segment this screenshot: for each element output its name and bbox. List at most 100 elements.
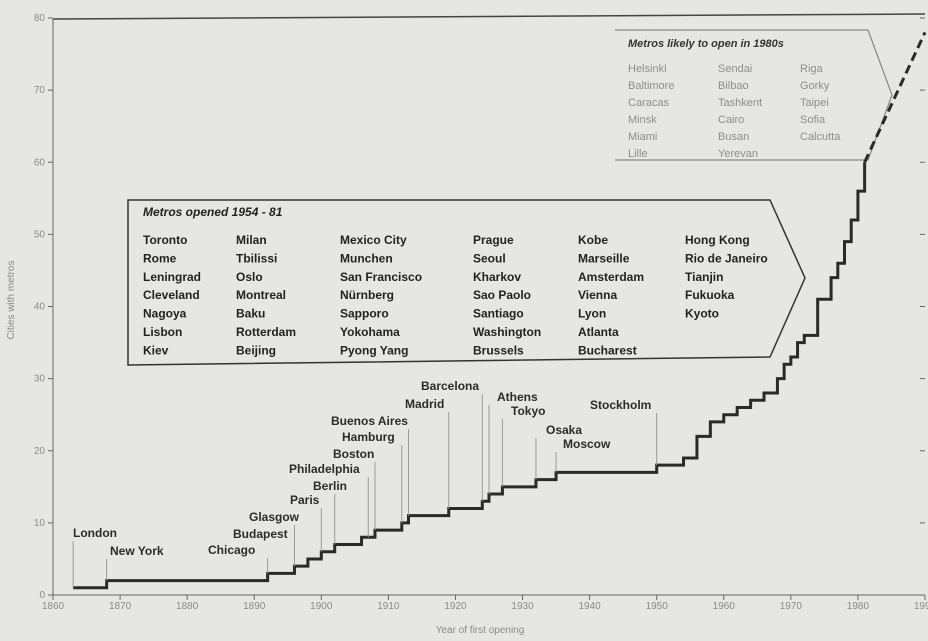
annotation-label: Tokyo	[511, 404, 545, 418]
city-name: Miami	[628, 131, 657, 143]
x-tick-label: 1940	[578, 601, 601, 612]
x-tick-label: 1980	[847, 601, 870, 612]
city-name: Yerevan	[718, 148, 758, 160]
city-name: San Francisco	[340, 270, 422, 284]
y-tick-label: 70	[34, 85, 46, 96]
annotation-label: Osaka	[546, 423, 582, 437]
city-name: Lille	[628, 148, 648, 160]
x-tick-label: 1870	[109, 601, 132, 612]
city-name: Sofia	[800, 114, 826, 126]
city-name: Riga	[800, 63, 824, 75]
city-name: Baku	[236, 307, 265, 321]
city-name: Nürnberg	[340, 288, 394, 302]
city-name: Baltimore	[628, 80, 674, 92]
city-name: Lyon	[578, 307, 606, 321]
likely-box-title: Metros likely to open in 1980s	[628, 38, 784, 50]
annotation-label: New York	[110, 544, 164, 558]
annotation-label: Hamburg	[342, 430, 395, 444]
city-name: Sao Paolo	[473, 288, 531, 302]
city-name: Munchen	[340, 251, 393, 265]
series-line	[863, 31, 927, 163]
city-name: Brussels	[473, 343, 524, 357]
city-name: Bilbao	[718, 80, 749, 92]
city-name: Pyong Yang	[340, 343, 408, 357]
city-name: Minsk	[628, 114, 657, 126]
city-name: Busan	[718, 131, 749, 143]
x-tick-label: 1860	[42, 601, 65, 612]
city-name: Rome	[143, 251, 177, 265]
city-name: Gorky	[800, 80, 830, 92]
city-name: Tbilissi	[236, 251, 277, 265]
annotation-label: Chicago	[208, 543, 255, 557]
annotation-label: Barcelona	[421, 379, 479, 393]
x-tick-label: 1930	[511, 601, 534, 612]
x-tick-label: 1880	[176, 601, 199, 612]
city-name: Sapporo	[340, 307, 389, 321]
city-name: Caracas	[628, 97, 669, 109]
x-tick-label: 1950	[646, 601, 669, 612]
city-name: Helsinki	[628, 63, 667, 75]
annotation-label: Philadelphia	[289, 462, 360, 476]
annotation-label: Buenos Aires	[331, 414, 408, 428]
annotation-label: Paris	[290, 493, 320, 507]
city-name: Kharkov	[473, 270, 521, 284]
city-name: Calcutta	[800, 131, 841, 143]
x-tick-label: 1890	[243, 601, 266, 612]
city-name: Cleveland	[143, 288, 200, 302]
annotation-label: Athens	[497, 390, 538, 404]
city-name: Santiago	[473, 307, 524, 321]
annotation-label: Glasgow	[249, 510, 300, 524]
city-name: Leningrad	[143, 270, 201, 284]
x-tick-label: 1900	[310, 601, 333, 612]
opened-box-title: Metros opened 1954 - 81	[143, 205, 283, 219]
x-tick-label: 1960	[713, 601, 736, 612]
likely-box	[615, 29, 893, 161]
city-name: Hong Kong	[685, 233, 750, 247]
city-name: Rio de Janeiro	[685, 251, 768, 265]
city-name: Lisbon	[143, 325, 182, 339]
y-tick-label: 40	[34, 302, 46, 313]
opened-box	[127, 199, 806, 366]
x-tick-label: 1970	[780, 601, 803, 612]
city-name: Kobe	[578, 233, 608, 247]
city-name: Tashkent	[718, 97, 762, 109]
city-name: Milan	[236, 233, 267, 247]
y-tick-label: 60	[34, 157, 46, 168]
city-name: Montreal	[236, 288, 286, 302]
city-name: Sendai	[718, 63, 752, 75]
x-tick-label: 1990	[914, 601, 928, 612]
annotation-label: London	[73, 526, 117, 540]
y-tick-label: 10	[34, 518, 46, 529]
x-tick-label: 1920	[444, 601, 467, 612]
city-name: Tianjin	[685, 270, 723, 284]
city-name: Nagoya	[143, 307, 187, 321]
annotation-label: Budapest	[233, 527, 288, 541]
y-tick-label: 50	[34, 229, 46, 240]
city-name: Kiev	[143, 343, 169, 357]
top-frame	[52, 13, 926, 20]
city-name: Washington	[473, 325, 541, 339]
city-name: Mexico City	[340, 233, 407, 247]
city-name: Rotterdam	[236, 325, 296, 339]
city-name: Bucharest	[578, 343, 637, 357]
city-name: Beijing	[236, 343, 276, 357]
city-name: Marseille	[578, 251, 630, 265]
city-name: Oslo	[236, 270, 263, 284]
city-name: Prague	[473, 233, 514, 247]
annotation-label: Stockholm	[590, 398, 651, 412]
annotation-label: Moscow	[563, 437, 611, 451]
y-axis-label: Cities with metros	[6, 261, 17, 340]
city-name: Cairo	[718, 114, 744, 126]
city-name: Amsterdam	[578, 270, 644, 284]
y-tick-label: 30	[34, 374, 46, 385]
y-tick-label: 20	[34, 446, 46, 457]
annotation-label: Madrid	[405, 397, 444, 411]
city-name: Taipei	[800, 97, 829, 109]
x-tick-label: 1910	[377, 601, 400, 612]
city-name: Vienna	[578, 288, 617, 302]
y-tick-label: 80	[34, 13, 46, 24]
city-name: Fukuoka	[685, 288, 735, 302]
series-line	[73, 162, 867, 590]
